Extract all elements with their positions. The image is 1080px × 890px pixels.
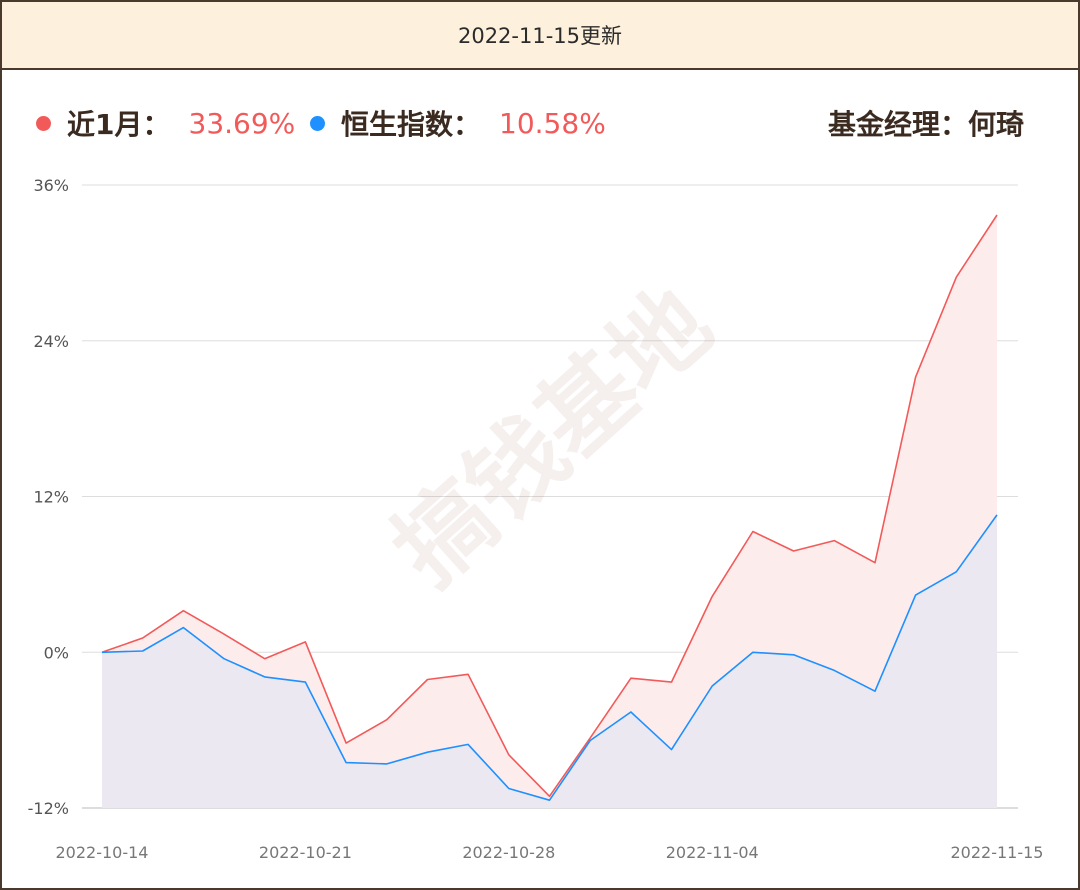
legend-label-index: 恒生指数 (341, 108, 454, 141)
fund-manager-colon: ： (939, 108, 968, 141)
blue-dot-icon (310, 115, 325, 131)
legend-row: 近1月 ： 33.69% 恒生指数 ： 10.58% 基金经理 ： 何琦 (2, 98, 1078, 148)
x-tick-label: 2022-10-14 (56, 843, 149, 862)
series-line-fund (101, 214, 998, 798)
series-line-index (101, 514, 998, 802)
y-tick-label: 24% (33, 332, 69, 351)
y-tick-label: 12% (33, 488, 69, 507)
x-tick-label: 2022-10-28 (462, 843, 555, 862)
x-tick-label: 2022-10-21 (259, 843, 352, 862)
legend-item-fund: 近1月 ： 33.69% (36, 98, 295, 148)
area-index (102, 514, 997, 808)
legend-value-index: 10.58% (499, 106, 606, 140)
legend-colon: ： (142, 108, 171, 141)
legend-colon: ： (453, 108, 482, 141)
fund-manager: 基金经理 ： 何琦 (828, 98, 1024, 148)
update-date-title: 2022-11-15更新 (457, 24, 623, 48)
y-tick-label: 0% (44, 643, 69, 662)
red-dot-icon (36, 115, 51, 131)
fund-manager-name: 何琦 (967, 108, 1024, 141)
legend-item-index: 恒生指数 ： 10.58% (310, 98, 606, 148)
x-tick-label: 2022-11-15 (951, 843, 1044, 862)
legend-value-fund: 33.69% (188, 106, 296, 140)
fund-manager-label: 基金经理 (827, 108, 940, 141)
y-tick-label: 36% (33, 176, 69, 195)
chart-header: 2022-11-15更新 (2, 2, 1078, 70)
watermark-text: 搞钱基地 (372, 267, 732, 607)
legend-label-fund: 近1月 (67, 108, 143, 141)
x-tick-label: 2022-11-04 (666, 843, 759, 862)
y-tick-label: -12% (28, 799, 69, 818)
